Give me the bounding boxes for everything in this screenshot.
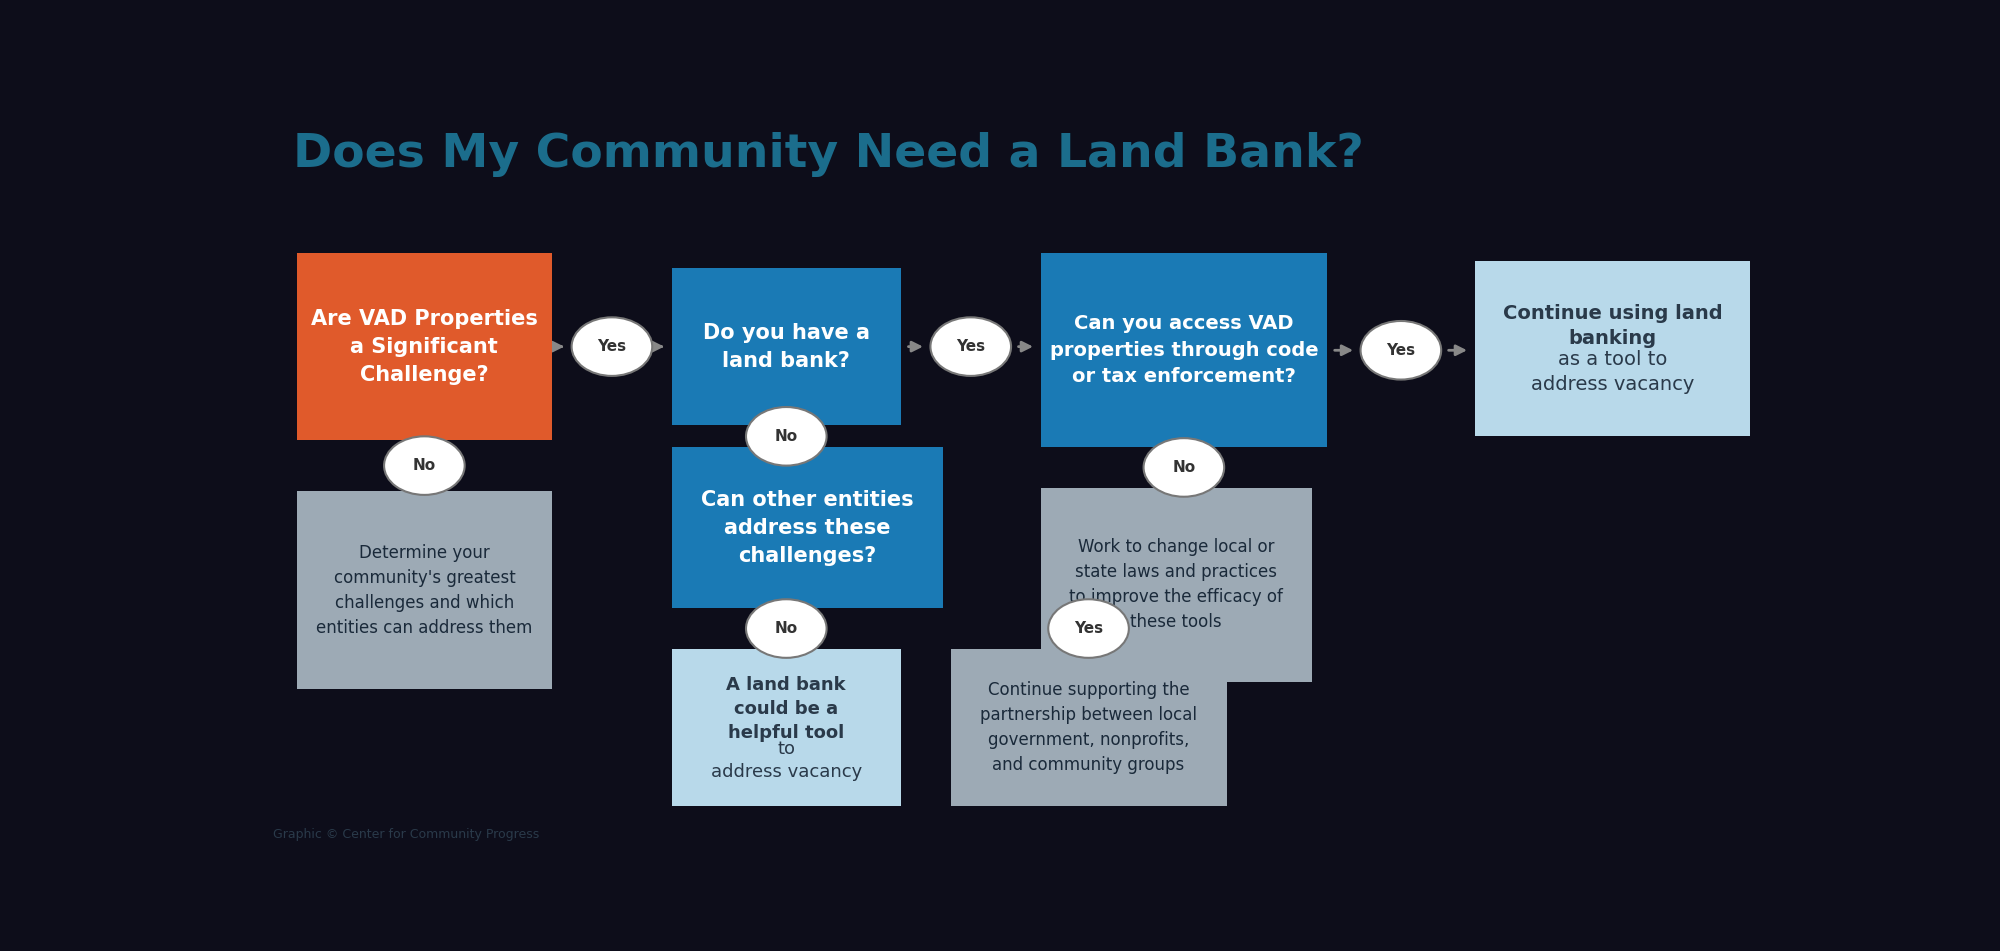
Text: Yes: Yes xyxy=(1386,342,1416,358)
FancyBboxPatch shape xyxy=(296,492,552,689)
Text: Continue supporting the
partnership between local
government, nonprofits,
and co: Continue supporting the partnership betw… xyxy=(980,681,1198,774)
Text: Can you access VAD
properties through code
or tax enforcement?: Can you access VAD properties through co… xyxy=(1050,314,1318,386)
FancyBboxPatch shape xyxy=(672,268,902,425)
FancyBboxPatch shape xyxy=(1040,253,1328,447)
Text: No: No xyxy=(1172,460,1196,475)
Text: No: No xyxy=(412,458,436,473)
Text: No: No xyxy=(774,429,798,444)
FancyBboxPatch shape xyxy=(672,649,902,806)
Text: Yes: Yes xyxy=(598,340,626,354)
Text: Continue using land
banking: Continue using land banking xyxy=(1502,304,1722,348)
Text: Yes: Yes xyxy=(956,340,986,354)
Text: Yes: Yes xyxy=(1074,621,1104,636)
FancyBboxPatch shape xyxy=(296,253,552,440)
Ellipse shape xyxy=(1360,321,1442,379)
Ellipse shape xyxy=(746,599,826,658)
Text: as a tool to
address vacancy: as a tool to address vacancy xyxy=(1530,350,1694,395)
Text: Determine your
community's greatest
challenges and which
entities can address th: Determine your community's greatest chal… xyxy=(316,544,532,636)
Ellipse shape xyxy=(930,318,1012,376)
Ellipse shape xyxy=(1048,599,1128,658)
Text: Do you have a
land bank?: Do you have a land bank? xyxy=(702,322,870,371)
Text: to
address vacancy: to address vacancy xyxy=(710,740,862,781)
Text: Can other entities
address these
challenges?: Can other entities address these challen… xyxy=(700,490,914,566)
Text: Work to change local or
state laws and practices
to improve the efficacy of
thes: Work to change local or state laws and p… xyxy=(1070,538,1284,631)
FancyBboxPatch shape xyxy=(950,649,1226,806)
Ellipse shape xyxy=(746,407,826,466)
FancyBboxPatch shape xyxy=(1474,261,1750,437)
Ellipse shape xyxy=(384,437,464,495)
FancyBboxPatch shape xyxy=(1040,488,1312,682)
FancyBboxPatch shape xyxy=(672,447,942,609)
Text: Does My Community Need a Land Bank?: Does My Community Need a Land Bank? xyxy=(294,132,1364,178)
Ellipse shape xyxy=(1144,438,1224,496)
Text: A land bank
could be a
helpful tool: A land bank could be a helpful tool xyxy=(726,676,846,742)
Text: Graphic © Center for Community Progress: Graphic © Center for Community Progress xyxy=(274,827,540,841)
Text: No: No xyxy=(774,621,798,636)
Text: Are VAD Properties
a Significant
Challenge?: Are VAD Properties a Significant Challen… xyxy=(310,309,538,384)
Ellipse shape xyxy=(572,318,652,376)
